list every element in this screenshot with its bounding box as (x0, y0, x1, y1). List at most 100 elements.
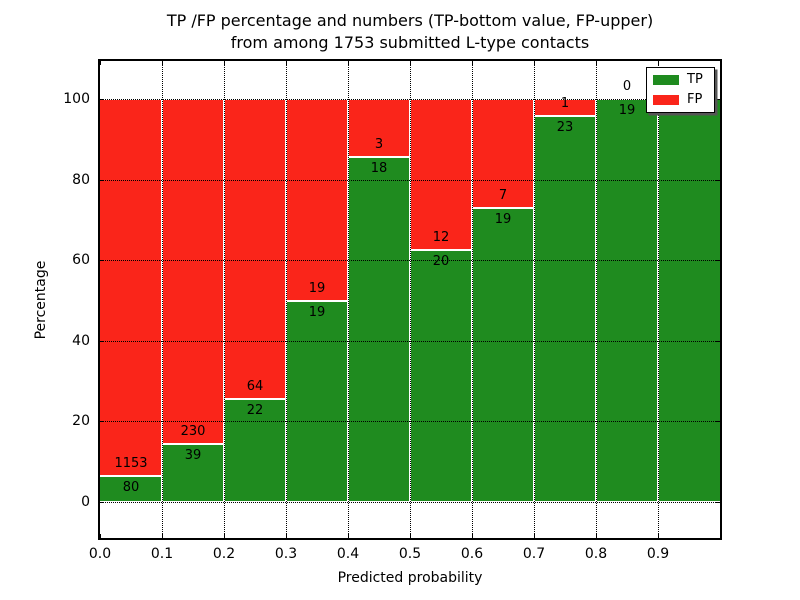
bar-annotation-tp: 80 (122, 479, 140, 495)
y-tick-label: 0 (81, 494, 90, 510)
bar-segment-fp (410, 99, 472, 251)
fp-color-swatch (653, 94, 679, 105)
x-tick-mark (596, 534, 597, 538)
v-gridline (410, 61, 411, 538)
x-tick-mark-top (658, 61, 659, 65)
v-gridline (596, 61, 597, 538)
x-tick-label: 0.5 (398, 546, 422, 562)
y-tick-label: 60 (72, 252, 90, 269)
bar-segment-tp (286, 300, 348, 502)
x-tick-label: 0.4 (336, 546, 360, 562)
bar-segment-fp (286, 99, 348, 301)
x-tick-label: 0.7 (522, 546, 546, 562)
x-tick-mark-top (224, 61, 225, 65)
x-tick-mark (348, 534, 349, 538)
y-tick-label: 100 (63, 91, 90, 107)
legend-label-fp: FP (687, 92, 703, 107)
bar-segment-tp (596, 99, 658, 502)
x-tick-label: 0.2 (212, 546, 236, 562)
x-tick-label: 0.3 (274, 546, 298, 562)
y-tick-mark-right (716, 340, 720, 342)
x-tick-mark-top (286, 61, 287, 65)
v-gridline (162, 61, 163, 538)
v-gridline (658, 61, 659, 538)
bar-segment-fp (534, 99, 596, 116)
x-tick-mark (286, 534, 287, 538)
bar-segment-fp (162, 99, 224, 444)
x-tick-mark-top (100, 61, 101, 65)
legend-item-fp: FP (653, 91, 714, 108)
y-tick-mark (100, 99, 104, 100)
bar-segment-tp (658, 99, 720, 502)
bar-annotation-tp: 19 (308, 304, 326, 320)
x-tick-mark (472, 534, 473, 538)
x-tick-mark (162, 534, 163, 538)
bar-boundary-edge (348, 155, 410, 158)
bar-segment-fp (348, 99, 410, 157)
bar-annotation-tp: 39 (184, 447, 202, 463)
bar-segment-tp (224, 398, 286, 502)
y-tick-mark-right (716, 421, 720, 423)
bar-annotation-tp: 19 (618, 103, 636, 118)
x-axis-label: Predicted probability (337, 570, 483, 586)
bar-segment-fp (472, 99, 534, 208)
bar-annotation-fp: 7 (498, 187, 508, 203)
bar-segment-tp (534, 115, 596, 502)
legend: TP FP (646, 67, 715, 113)
x-tick-mark-top (596, 61, 597, 65)
bar-annotation-tp: 19 (494, 211, 512, 227)
bar-segment-tp (162, 443, 224, 502)
x-tick-label: 0.6 (460, 546, 484, 562)
v-gridline (534, 61, 535, 538)
y-tick-mark (100, 179, 104, 181)
x-tick-mark-top (162, 61, 163, 65)
bar-annotation-fp: 19 (308, 280, 326, 296)
x-tick-label: 0.1 (150, 546, 174, 562)
y-tick-label: 80 (72, 171, 90, 188)
v-gridline (348, 61, 349, 538)
chart-title-line2: from among 1753 submitted L-type contact… (230, 33, 590, 52)
bar-segment-tp (100, 475, 162, 502)
v-gridline (224, 61, 225, 538)
x-tick-mark-top (534, 61, 535, 65)
bar-annotation-fp: 3 (374, 136, 384, 152)
x-tick-mark (534, 534, 535, 538)
y-tick-mark (100, 421, 104, 423)
bar-segment-fp (224, 99, 286, 399)
y-tick-mark (100, 260, 104, 262)
bar-annotation-tp: 22 (246, 402, 264, 418)
x-tick-mark-top (348, 61, 349, 65)
x-tick-mark (658, 534, 659, 538)
bar-segment-tp (410, 250, 472, 502)
y-tick-label: 40 (72, 332, 90, 349)
bar-boundary-edge (534, 114, 596, 117)
v-gridline (472, 61, 473, 538)
bar-annotation-fp: 12 (432, 230, 450, 246)
bar-annotation-tp: 23 (556, 119, 574, 135)
y-tick-mark-right (716, 502, 720, 503)
bar-boundary-edge (224, 397, 286, 400)
bar-segment-tp (348, 156, 410, 502)
bar-boundary-edge (472, 206, 534, 209)
x-tick-label: 0.9 (646, 546, 670, 562)
bar-annotation-tp: 18 (370, 160, 388, 176)
x-tick-label: 0.0 (88, 546, 112, 562)
bar-segment-fp (100, 99, 162, 476)
y-tick-mark-right (716, 179, 720, 181)
bar-boundary-edge (162, 442, 224, 445)
bar-annotation-fp: 1153 (114, 455, 148, 471)
x-tick-mark (100, 534, 101, 538)
y-tick-mark-right (716, 260, 720, 262)
chart-title: TP /FP percentage and numbers (TP-bottom… (100, 10, 720, 54)
x-tick-mark-top (410, 61, 411, 65)
y-tick-mark (100, 340, 104, 342)
bar-annotation-fp: 230 (180, 423, 206, 439)
legend-label-tp: TP (687, 72, 703, 87)
x-tick-label: 0.8 (584, 546, 608, 562)
plot-area: TP FP 1153 80 230 39 64 22 19 19 3 18 12 20 7 19 1 23 0 1… (98, 59, 722, 540)
bar-segment-tp (472, 207, 534, 502)
bar-boundary-edge (410, 249, 472, 252)
bar-annotation-tp: 20 (432, 254, 450, 270)
y-tick-mark (100, 502, 104, 503)
bar-annotation-fp: 64 (246, 378, 264, 394)
